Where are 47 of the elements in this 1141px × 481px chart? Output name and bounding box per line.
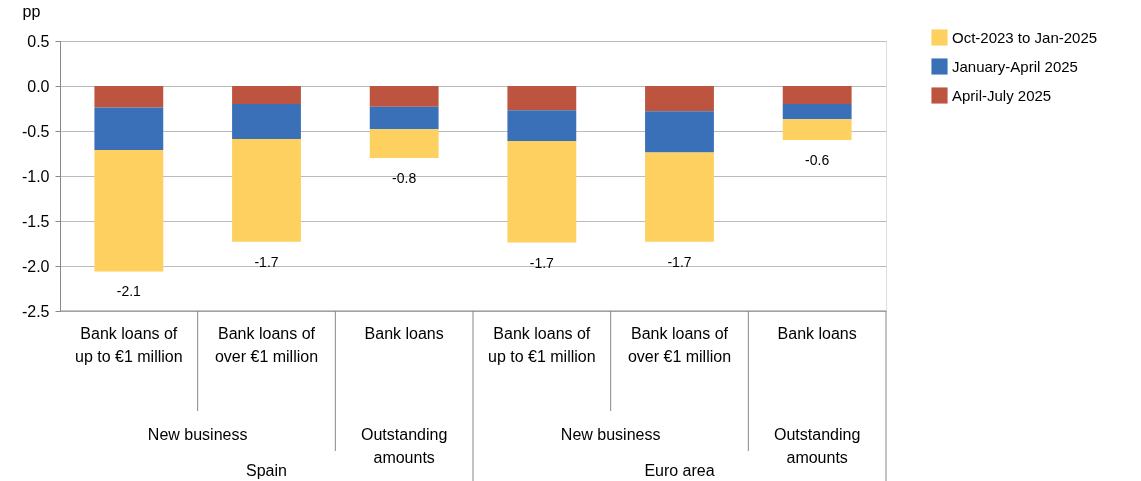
text: Euro area: [644, 462, 715, 479]
legend-label: Oct-2023 to Jan-2025: [952, 28, 1098, 46]
total-label: -0.8: [392, 170, 417, 186]
y-tick-label: 0.5: [27, 32, 50, 50]
bar: [645, 86, 714, 112]
y-tick-label: -1.5: [21, 212, 50, 230]
bar: [369, 106, 439, 130]
y-axis-title: pp: [22, 2, 41, 20]
text: New business: [560, 426, 661, 443]
legend-label: January-April 2025: [952, 57, 1078, 75]
y-tick-label: -2.0: [21, 257, 50, 275]
bar: [507, 86, 577, 111]
bar: [645, 111, 714, 153]
x-tick-label: Bank loans: [777, 324, 857, 342]
bar: [232, 104, 301, 140]
total-label: -1.7: [254, 253, 279, 270]
bar: [782, 119, 852, 140]
bar: [94, 107, 164, 150]
bar: [232, 86, 301, 104]
x-tick-label: Bank loans of up to €1 million: [75, 324, 183, 365]
text: New business: [147, 426, 248, 443]
y-tick-label: -1.0: [21, 167, 50, 185]
bar: [94, 86, 164, 108]
bar: [782, 104, 852, 120]
x-tick-label: Bank loans of over €1 million: [214, 324, 319, 365]
text: Outstanding amounts: [361, 426, 448, 466]
total-label: -0.6: [805, 152, 830, 168]
bar: [645, 152, 714, 242]
total-label: -1.7: [667, 253, 692, 270]
bar: [507, 110, 577, 141]
y-tick-label: -2.5: [21, 302, 50, 320]
x-tick-label: Bank loans: [364, 324, 444, 342]
bar: [94, 149, 164, 272]
x-tick-label: Bank loans of over €1 million: [627, 324, 732, 365]
bar: [232, 139, 301, 242]
y-tick-label: -0.5: [21, 122, 50, 140]
bar: [369, 129, 439, 158]
text: Spain: [246, 462, 287, 479]
text: Outstanding amounts: [774, 426, 861, 466]
total-label: -1.7: [529, 254, 555, 271]
total-label: -2.1: [116, 283, 142, 300]
legend-label: April-July 2025: [952, 86, 1052, 104]
y-tick-label: 0.0: [27, 77, 50, 95]
x-tick-label: Bank loans of up to €1 million: [488, 324, 596, 365]
bar: [369, 86, 439, 107]
bar: [782, 86, 852, 104]
bar: [507, 140, 577, 243]
